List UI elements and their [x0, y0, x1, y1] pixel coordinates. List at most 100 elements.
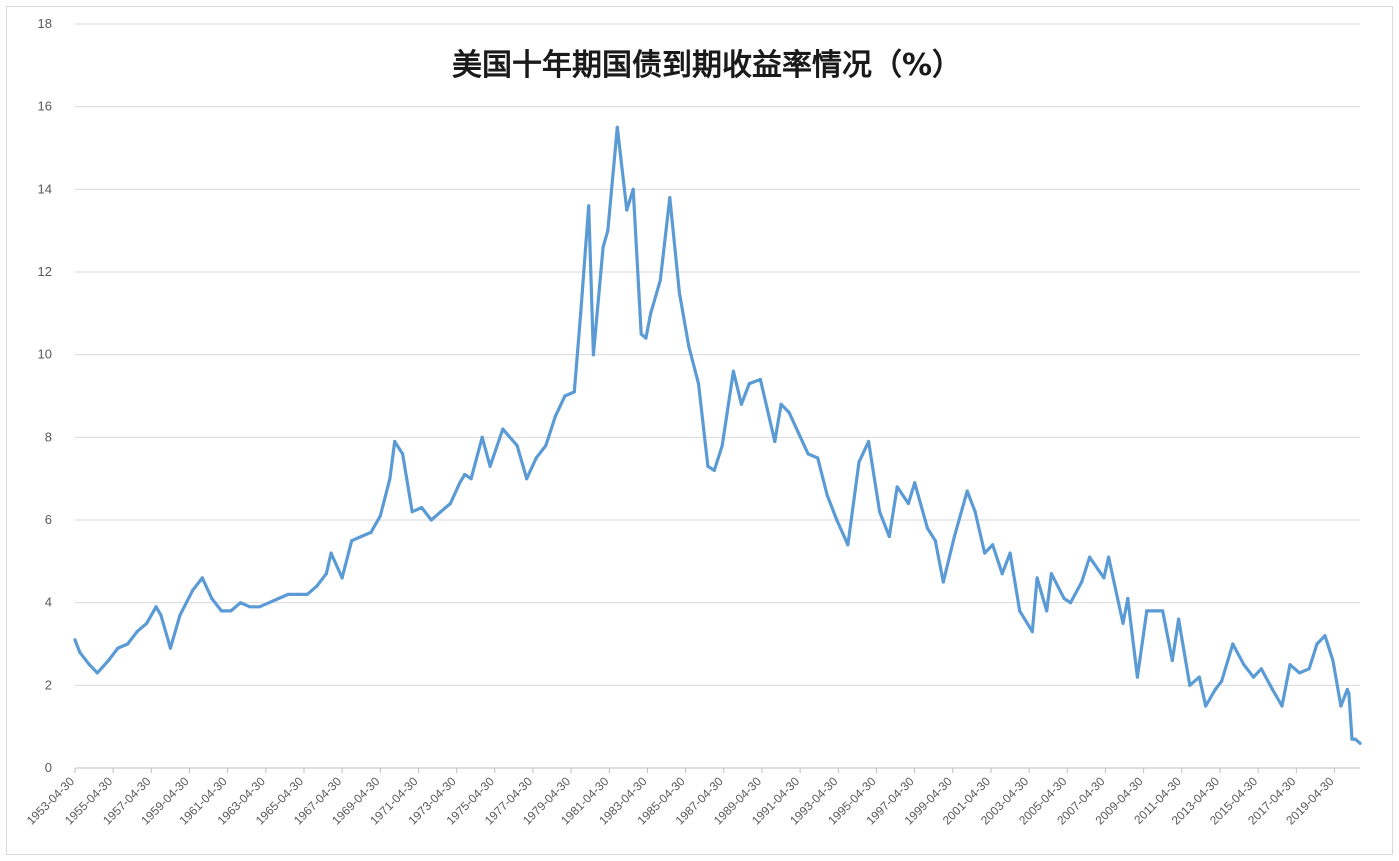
series-line-yield: [73, 125, 1362, 745]
data-point: [126, 642, 130, 646]
chart-title: 美国十年期国债到期收益率情况（%）: [452, 48, 962, 83]
data-point: [463, 472, 467, 477]
data-point: [1154, 609, 1158, 613]
data-point: [1135, 675, 1139, 679]
data-point: [277, 596, 281, 601]
data-point: [806, 452, 810, 456]
data-point: [591, 353, 596, 357]
data-point: [887, 534, 891, 539]
data-point: [1242, 663, 1246, 667]
data-point: [359, 534, 363, 539]
data-point: [1062, 596, 1066, 601]
data-point: [731, 369, 736, 373]
data-point: [1353, 737, 1357, 741]
data-point: [846, 543, 850, 547]
data-point: [145, 621, 149, 625]
data-point: [825, 493, 829, 497]
data-points: [73, 125, 1362, 745]
y-tick-label: 8: [45, 429, 52, 444]
data-point: [587, 204, 591, 208]
data-point: [1018, 609, 1022, 613]
data-point: [378, 514, 382, 518]
data-point: [1102, 576, 1106, 580]
data-point: [563, 394, 567, 398]
data-point: [393, 439, 397, 444]
data-point: [1197, 675, 1201, 679]
data-point: [1204, 704, 1208, 708]
data-point: [867, 439, 871, 444]
data-point: [1045, 609, 1049, 613]
data-point: [168, 646, 172, 650]
data-point: [857, 460, 861, 464]
data-point: [906, 501, 911, 506]
data-point: [933, 539, 937, 543]
data-point: [1213, 687, 1217, 692]
x-axis-ticks: 1953-04-301955-04-301957-04-301959-04-30…: [24, 768, 1337, 828]
data-point: [913, 481, 917, 485]
data-point: [631, 187, 635, 191]
data-point: [553, 415, 557, 419]
data-point: [965, 489, 969, 493]
data-point: [649, 311, 653, 315]
data-point: [296, 592, 300, 597]
y-tick-label: 10: [38, 347, 52, 362]
data-point: [668, 196, 672, 200]
data-point: [257, 605, 262, 609]
data-point: [639, 332, 643, 336]
y-tick-label: 16: [38, 99, 52, 114]
data-point: [579, 311, 583, 315]
data-point: [429, 518, 433, 522]
data-point: [1220, 679, 1224, 683]
data-point: [315, 584, 319, 588]
data-point: [515, 444, 519, 448]
data-point: [458, 481, 462, 485]
data-point: [200, 576, 204, 580]
y-tick-label: 12: [38, 264, 52, 279]
y-tick-label: 6: [45, 512, 52, 527]
data-point: [350, 539, 354, 543]
data-point: [369, 530, 373, 535]
data-point: [606, 229, 610, 233]
data-point: [480, 435, 484, 439]
data-point: [1347, 692, 1351, 696]
data-point: [1323, 634, 1327, 638]
y-tick-label: 2: [45, 677, 52, 692]
data-point: [677, 291, 682, 295]
data-point: [706, 464, 710, 468]
data-point: [73, 638, 77, 642]
data-point: [106, 658, 111, 663]
data-point: [952, 534, 957, 539]
data-point: [895, 485, 899, 489]
data-point: [210, 596, 214, 601]
data-point: [1188, 683, 1192, 687]
data-point: [925, 526, 930, 530]
data-point: [816, 456, 820, 460]
data-point: [219, 609, 223, 613]
data-point: [448, 501, 452, 506]
data-point: [267, 601, 271, 605]
y-axis-ticks: 0 2 4 6 8 10 12 14 16 18: [38, 16, 52, 775]
data-point: [644, 336, 648, 340]
data-point: [1170, 658, 1174, 663]
y-tick-label: 0: [45, 760, 52, 775]
data-point: [1251, 675, 1256, 679]
data-point: [410, 510, 414, 514]
data-point: [1280, 704, 1284, 708]
data-point: [501, 427, 505, 431]
data-point: [658, 278, 662, 282]
data-point: [534, 456, 538, 460]
data-point: [797, 431, 801, 435]
data-point: [340, 576, 344, 580]
data-point: [95, 671, 99, 675]
data-point: [305, 592, 309, 597]
data-point: [329, 551, 333, 555]
data-point: [835, 518, 839, 522]
data-point: [720, 444, 724, 448]
data-point: [401, 452, 405, 456]
data-point: [1000, 572, 1004, 576]
data-point: [1126, 596, 1130, 601]
data-point: [991, 543, 995, 547]
data-point: [388, 477, 392, 481]
data-point: [1231, 642, 1235, 646]
data-point: [178, 613, 182, 617]
